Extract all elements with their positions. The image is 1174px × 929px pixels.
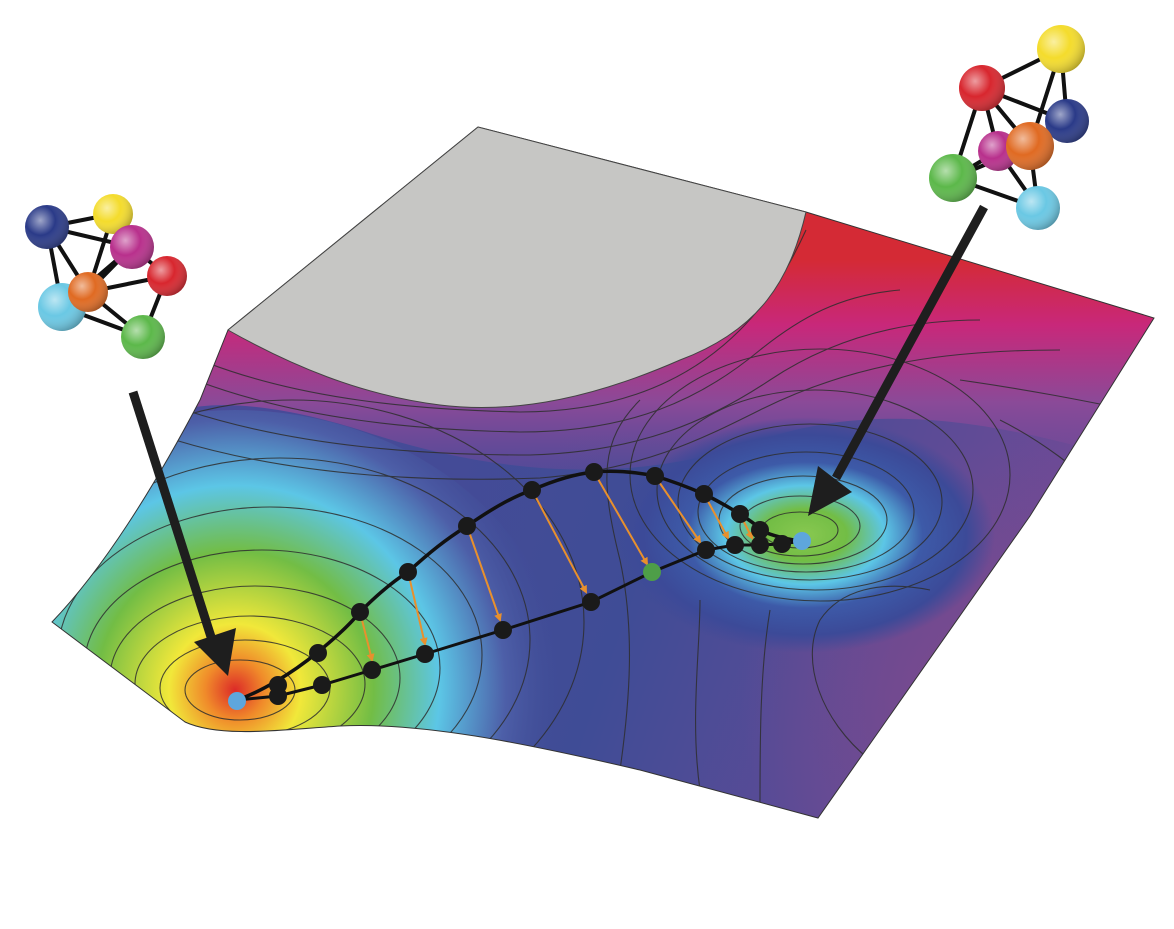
atom-shading — [93, 194, 133, 234]
atom-shading — [25, 205, 69, 249]
initial-reaction-path — [236, 463, 803, 702]
atom-shading — [929, 154, 977, 202]
projection-arrow — [466, 525, 502, 622]
arrow-down-left-icon — [128, 390, 236, 676]
mep-node — [494, 621, 512, 639]
initial-path-node — [309, 644, 327, 662]
atom-shading — [68, 272, 108, 312]
projection-arrow — [407, 571, 428, 646]
arrow-down-right-icon — [808, 204, 988, 516]
mep-node — [773, 535, 791, 553]
projection-arrows — [359, 471, 753, 662]
initial-path-node — [351, 603, 369, 621]
atom-shading — [1045, 99, 1089, 143]
initial-minimum-marker — [228, 692, 246, 710]
projection-arrow — [654, 475, 702, 544]
initial-path-node — [523, 481, 541, 499]
initial-path-node — [585, 463, 603, 481]
high-energy-plateau — [227, 126, 807, 409]
atom-shading — [121, 315, 165, 359]
mep-node — [313, 676, 331, 694]
mep-node — [726, 536, 744, 554]
initial-path-node — [695, 485, 713, 503]
atom-shading — [959, 65, 1005, 111]
projection-arrow — [531, 489, 587, 594]
saddle-point-marker — [643, 563, 661, 581]
mep-node — [363, 661, 381, 679]
atomic-cluster-right-icon — [929, 25, 1089, 230]
final-minimum-marker — [793, 532, 811, 550]
initial-path-node — [646, 467, 664, 485]
initial-path-node — [731, 505, 749, 523]
initial-path-node — [751, 521, 769, 539]
mep-node — [269, 687, 287, 705]
atom-shading — [147, 256, 187, 296]
atomic-cluster-left-icon — [25, 194, 187, 359]
atom-shading — [110, 225, 154, 269]
mep-node — [697, 541, 715, 559]
atom-shading — [1006, 122, 1054, 170]
minimum-energy-path — [236, 535, 803, 705]
atom-shading — [1016, 186, 1060, 230]
initial-path-node — [458, 517, 476, 535]
mep-node — [416, 645, 434, 663]
mep-node — [751, 536, 769, 554]
projection-arrow — [593, 471, 648, 566]
initial-path-node — [399, 563, 417, 581]
mep-node — [582, 593, 600, 611]
atom-shading — [1037, 25, 1085, 73]
